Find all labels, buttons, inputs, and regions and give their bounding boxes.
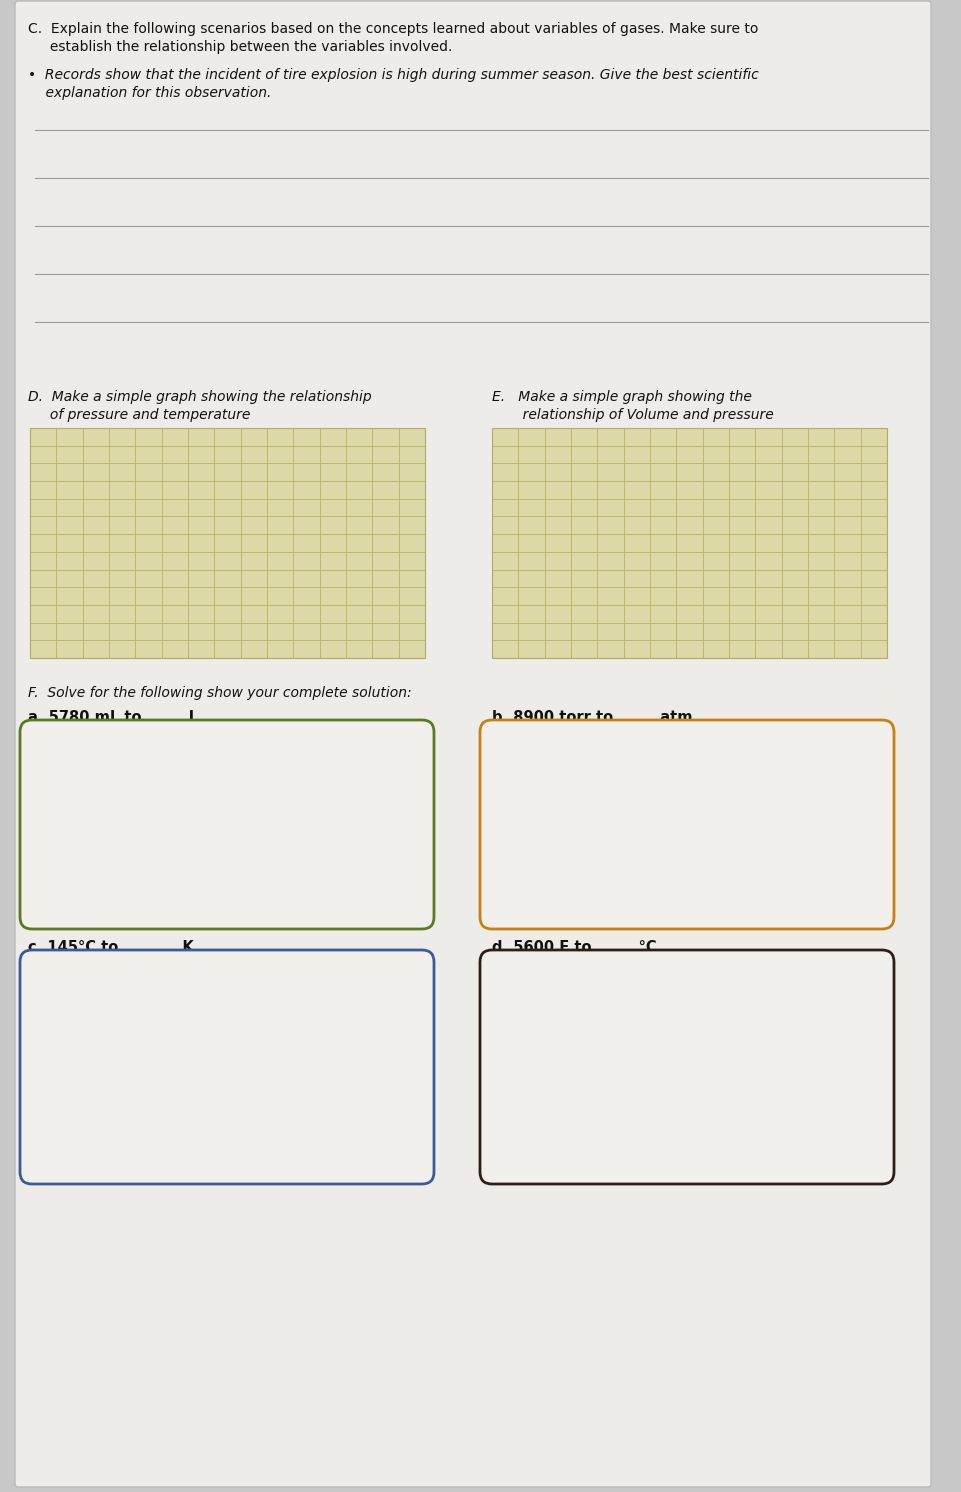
FancyBboxPatch shape bbox=[20, 950, 434, 1185]
Text: b. 8900 torr to _____ atm: b. 8900 torr to _____ atm bbox=[492, 710, 693, 727]
Text: explanation for this observation.: explanation for this observation. bbox=[28, 87, 271, 100]
Text: F.  Solve for the following show your complete solution:: F. Solve for the following show your com… bbox=[28, 686, 411, 700]
Text: D.  Make a simple graph showing the relationship: D. Make a simple graph showing the relat… bbox=[28, 389, 372, 404]
FancyBboxPatch shape bbox=[492, 428, 887, 658]
FancyBboxPatch shape bbox=[20, 721, 434, 930]
Text: d. 5600 F to _____ °C: d. 5600 F to _____ °C bbox=[492, 940, 656, 956]
FancyBboxPatch shape bbox=[30, 428, 425, 658]
FancyBboxPatch shape bbox=[480, 721, 894, 930]
Text: •  Records show that the incident of tire explosion is high during summer season: • Records show that the incident of tire… bbox=[28, 69, 759, 82]
Text: relationship of Volume and pressure: relationship of Volume and pressure bbox=[492, 407, 774, 422]
Text: c. 145°C to ________K: c. 145°C to ________K bbox=[28, 940, 194, 956]
Text: a. 5780 mL to _____ L: a. 5780 mL to _____ L bbox=[28, 710, 198, 727]
Text: E.   Make a simple graph showing the: E. Make a simple graph showing the bbox=[492, 389, 752, 404]
Text: of pressure and temperature: of pressure and temperature bbox=[28, 407, 251, 422]
FancyBboxPatch shape bbox=[15, 1, 931, 1488]
Text: establish the relationship between the variables involved.: establish the relationship between the v… bbox=[28, 40, 453, 54]
FancyBboxPatch shape bbox=[480, 950, 894, 1185]
Text: C.  Explain the following scenarios based on the concepts learned about variable: C. Explain the following scenarios based… bbox=[28, 22, 758, 36]
